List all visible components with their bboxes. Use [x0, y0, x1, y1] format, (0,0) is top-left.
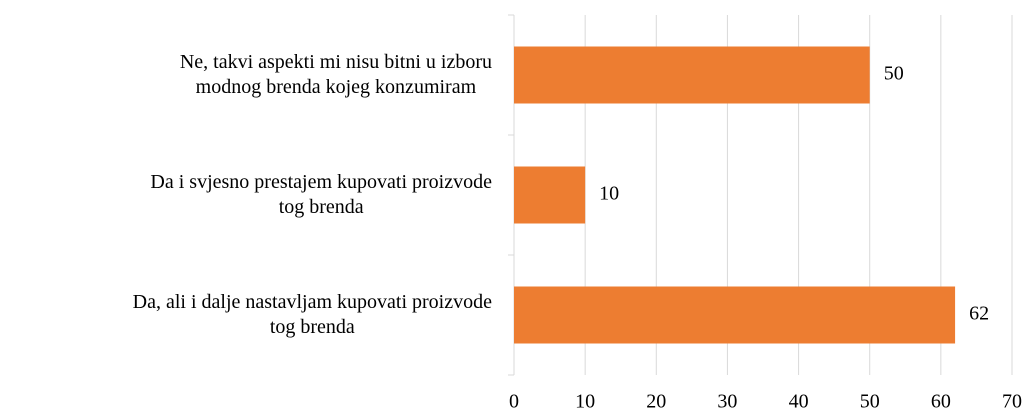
y-tick-label: Da, ali i dalje nastavljam kupovati proi…: [132, 291, 492, 338]
x-tick-label: 40: [789, 391, 809, 413]
x-tick-label: 0: [509, 391, 519, 413]
bar: [514, 166, 586, 224]
x-tick-label: 20: [646, 391, 666, 413]
data-label: 50: [884, 63, 904, 85]
x-tick-label: 30: [717, 391, 737, 413]
x-tick-label: 10: [575, 391, 595, 413]
x-tick-label: 50: [860, 391, 880, 413]
bar: [514, 46, 870, 104]
data-label: 10: [599, 183, 619, 205]
data-label: 62: [969, 303, 989, 325]
y-tick-label: Da i svjesno prestajem kupovati proizvod…: [150, 171, 492, 218]
bar: [514, 286, 956, 344]
x-tick-label: 60: [931, 391, 951, 413]
y-tick-label: Ne, takvi aspekti mi nisu bitni u izboru…: [179, 51, 492, 98]
x-tick-label: 70: [1002, 391, 1022, 413]
